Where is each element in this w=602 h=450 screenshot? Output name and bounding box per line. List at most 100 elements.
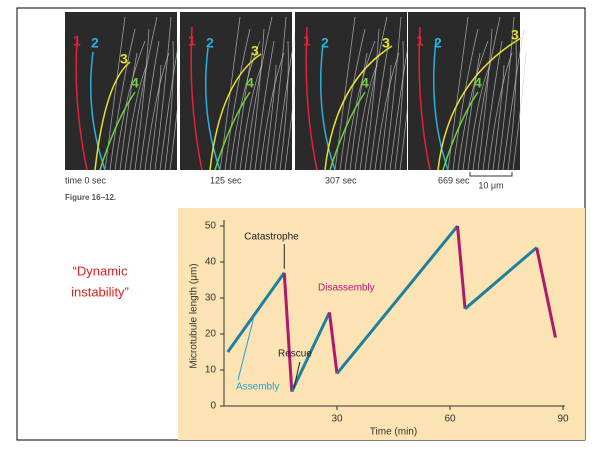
filament	[109, 28, 136, 171]
annotation: Assembly	[236, 382, 279, 393]
line-segment	[290, 311, 331, 393]
filament	[447, 16, 469, 171]
line-segment	[535, 247, 557, 338]
line-segment	[335, 225, 459, 375]
y-tick-label: 30	[205, 293, 217, 304]
tracked-microtubule	[305, 26, 318, 171]
filament	[369, 40, 390, 171]
filament	[477, 28, 493, 171]
filament	[452, 28, 479, 171]
tracked-microtubule	[94, 61, 131, 171]
y-tick-label: 20	[205, 329, 217, 340]
chart-background	[178, 208, 585, 440]
filament	[492, 64, 505, 171]
micrograph-frame	[65, 12, 177, 170]
tracked-microtubule	[209, 53, 262, 171]
filament	[264, 64, 277, 171]
filament	[224, 28, 251, 171]
filament	[379, 64, 392, 171]
frame-caption: 669 sec	[438, 175, 470, 185]
annotation: Rescue	[278, 349, 312, 360]
tracked-microtubule	[433, 39, 449, 171]
filament	[279, 40, 289, 171]
filament	[149, 64, 162, 171]
track-label: 4	[131, 75, 139, 91]
filament	[384, 16, 402, 171]
side-note: instability”	[71, 284, 129, 299]
filament	[249, 28, 265, 171]
x-axis-label: Time (min)	[370, 427, 417, 438]
filament	[472, 16, 501, 171]
track-label: 1	[73, 33, 81, 49]
filament	[244, 16, 273, 171]
y-tick-label: 0	[210, 401, 216, 412]
track-label: 4	[474, 75, 482, 91]
annotation-arrow	[293, 361, 301, 389]
tracked-microtubule	[190, 26, 203, 171]
chart: 0 10 20 30 40 50 30 60 90 Time (min) Microtubule l…	[189, 220, 569, 438]
line-segment	[282, 272, 294, 392]
micrograph-frame	[408, 12, 520, 170]
filament	[467, 64, 491, 171]
line-segment	[226, 271, 286, 353]
track-label: 1	[303, 33, 311, 49]
filament	[364, 28, 380, 171]
track-label: 4	[361, 75, 369, 91]
frame-caption: 125 sec	[210, 175, 242, 185]
x-tick-label: 60	[444, 414, 456, 425]
tracked-microtubule	[75, 41, 88, 171]
filament	[344, 40, 376, 171]
filament	[254, 40, 275, 171]
tracked-microtubule	[418, 26, 431, 171]
tracked-microtubule	[89, 51, 106, 171]
frame-caption: 307 sec	[325, 175, 357, 185]
filament	[144, 52, 170, 171]
y-axis-label: Microtubule length (μm)	[189, 263, 200, 368]
filament	[104, 16, 126, 171]
line-segment	[464, 246, 538, 310]
track-label: 3	[511, 27, 519, 43]
filament	[159, 28, 182, 171]
track-label: 2	[434, 35, 442, 51]
filament	[154, 16, 172, 171]
tracked-microtubule	[214, 91, 251, 171]
tracked-microtubule	[205, 47, 221, 171]
micrograph-frame	[295, 12, 407, 170]
filament	[354, 64, 378, 171]
filament	[502, 28, 525, 171]
annotation: Catastrophe	[244, 232, 299, 243]
frame-caption: time 0 sec	[65, 175, 107, 185]
filament	[497, 16, 515, 171]
micrograph-frame	[180, 12, 292, 170]
tracked-microtubule	[324, 45, 393, 171]
track-label: 3	[120, 51, 128, 67]
filament	[334, 16, 356, 171]
scale-bar	[469, 172, 513, 177]
filament	[274, 28, 297, 171]
track-label: 2	[206, 35, 214, 51]
filament	[129, 16, 158, 171]
track-label: 1	[188, 33, 196, 49]
tracked-microtubule	[329, 91, 366, 171]
tracked-microtubule	[442, 91, 479, 171]
filament	[512, 52, 527, 171]
filament	[269, 16, 287, 171]
tracked-microtubule	[99, 91, 136, 171]
track-label: 1	[416, 33, 424, 49]
line-segment	[327, 312, 339, 374]
filament	[229, 40, 261, 171]
scale-bar-label: 10 μm	[478, 180, 503, 190]
track-label: 3	[251, 43, 259, 59]
side-note: “Dynamic	[73, 263, 128, 278]
filament	[374, 52, 400, 171]
y-tick-label: 10	[205, 365, 217, 376]
track-label: 3	[382, 35, 390, 51]
figure-label: Figure 16–12.	[65, 193, 116, 202]
filament	[139, 40, 160, 171]
x-tick-label: 30	[331, 414, 343, 425]
tracked-microtubule	[437, 37, 522, 171]
x-tick-label: 90	[557, 414, 569, 425]
filament	[134, 28, 150, 171]
track-label: 4	[246, 75, 254, 91]
